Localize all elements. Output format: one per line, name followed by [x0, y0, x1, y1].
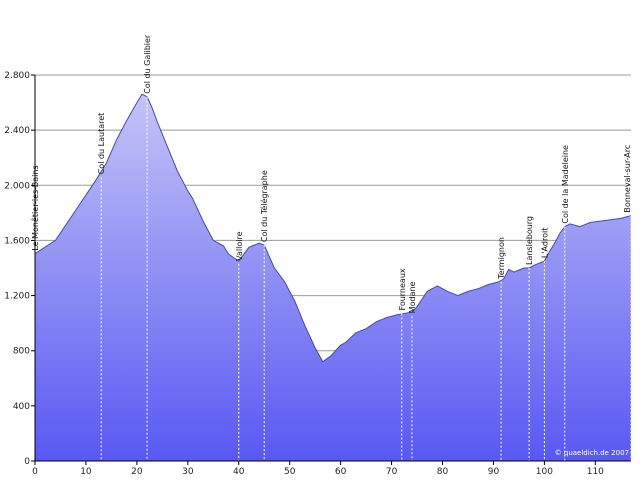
y-tick-label-6: 2.400 [4, 126, 30, 136]
x-tick-label-11: 110 [587, 467, 604, 477]
x-tick-label-7: 70 [386, 467, 398, 477]
x-tick-label-3: 30 [182, 467, 194, 477]
annotation-label-1: Col du Lautaret [97, 113, 106, 175]
annotation-label-10: Col de la Madeleine [561, 145, 570, 224]
annotation-label-11: Bonneval-sur-Arc [623, 145, 632, 213]
x-tick-label-6: 60 [335, 467, 347, 477]
annotation-label-6: Modane [408, 281, 417, 313]
y-tick-label-1: 400 [13, 402, 30, 412]
annotation-label-8: Lanslebourg [525, 216, 534, 265]
annotation-label-7: Termignon [497, 237, 506, 280]
annotation-label-2: Col du Galibier [143, 34, 152, 94]
annotation-label-9: L'Adroit [540, 228, 549, 258]
x-tick-label-1: 10 [80, 467, 92, 477]
x-tick-label-2: 20 [131, 467, 143, 477]
annotation-label-3: Valloire [235, 231, 244, 260]
credit-text: © quaeldich.de 2007 [555, 449, 629, 457]
x-tick-label-4: 40 [233, 467, 245, 477]
y-tick-label-3: 1.200 [4, 292, 30, 302]
x-tick-label-10: 100 [536, 467, 553, 477]
y-tick-label-5: 2.000 [4, 181, 30, 191]
y-tick-label-4: 1.600 [4, 236, 30, 246]
elevation-line [34, 93, 632, 363]
x-tick-label-0: 0 [32, 467, 38, 477]
axes: 0 400 800 1.200 1.600 2.000 2.400 2.800 0 10 20 30 4… [4, 71, 631, 477]
x-tick-label-5: 50 [284, 467, 296, 477]
x-tick-label-9: 90 [488, 467, 500, 477]
annotation-label-5: Fourneaux [398, 268, 407, 310]
annotation-label-4: Col du Télégraphe [259, 170, 269, 242]
y-tick-label-0: 0 [24, 457, 30, 467]
y-tick-label-2: 800 [13, 347, 30, 357]
x-tick-label-8: 80 [437, 467, 449, 477]
elevation-area [35, 94, 631, 462]
y-tick-label-7: 2.800 [4, 71, 30, 81]
